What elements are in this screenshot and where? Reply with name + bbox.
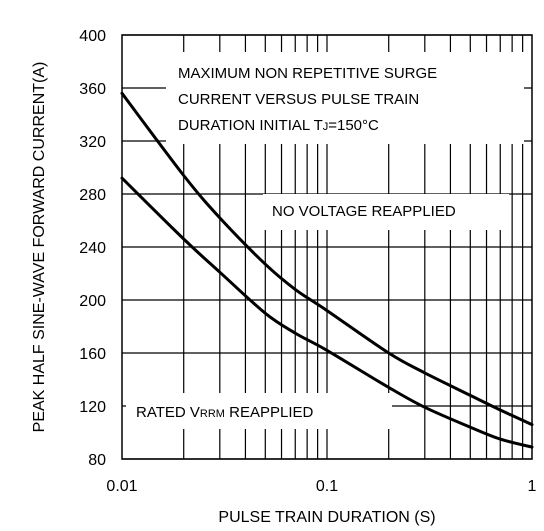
series-label-rated-sub: RRM: [200, 408, 225, 420]
title-line-3-suffix: =150°C: [328, 117, 379, 134]
series-label-rated-suffix: REAPPLIED: [225, 404, 314, 421]
x-tick-label: 1: [528, 478, 537, 495]
x-axis-tick-labels: 0.01 0.1 1: [106, 478, 536, 495]
title-line-3: DURATION INITIAL TJ=150°C: [178, 117, 379, 134]
series-label-rated-vrrm: RATED VRRM REAPPLIED: [136, 404, 314, 421]
title-line-3-sub: J: [323, 121, 329, 133]
plot-frame: [121, 34, 533, 460]
y-tick-label: 240: [79, 240, 106, 257]
x-tick-label: 0.01: [106, 478, 137, 495]
title-line-3-prefix: DURATION INITIAL T: [178, 117, 323, 134]
y-tick-label: 320: [79, 134, 106, 151]
title-line-2: CURRENT VERSUS PULSE TRAIN: [178, 91, 419, 108]
y-axis-tick-labels: 80 120 160 200 240 280 320 360 400: [79, 28, 106, 469]
title-line-1: MAXIMUM NON REPETITIVE SURGE: [178, 65, 437, 82]
series1-label-box: [263, 194, 509, 230]
series-line-no-voltage: [120, 91, 534, 427]
series-label-rated-prefix: RATED V: [136, 404, 200, 421]
y-tick-label: 160: [79, 346, 106, 363]
series-label-no-voltage: NO VOLTAGE REAPPLIED: [272, 203, 456, 220]
y-tick-label: 400: [79, 28, 106, 45]
y-tick-label: 360: [79, 81, 106, 98]
y-axis-label: PEAK HALF SINE-WAVE FORWARD CURRENT(A): [31, 62, 48, 433]
series2-label-box: [126, 393, 392, 429]
y-tick-label: 280: [79, 187, 106, 204]
y-tick-label: 120: [79, 399, 106, 416]
title-annotation-box: [166, 52, 524, 144]
y-tick-label: 200: [79, 293, 106, 310]
series-line-rated-vrrm: [120, 176, 534, 449]
x-tick-label: 0.1: [316, 478, 338, 495]
x-axis-label: PULSE TRAIN DURATION (S): [218, 509, 435, 526]
y-tick-label: 80: [88, 452, 106, 469]
curves: [120, 91, 534, 449]
